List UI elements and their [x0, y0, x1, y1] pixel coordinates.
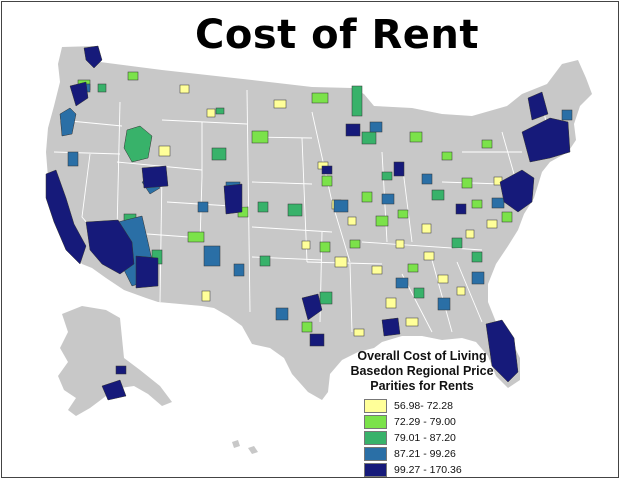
legend-label-class-2: 72.29 - 79.00 [394, 416, 456, 428]
legend-swatch-class-4 [364, 447, 387, 461]
alaska-landmass [58, 306, 172, 416]
legend-title-line-1: Overall Cost of Living [357, 349, 487, 363]
legend-swatch-class-3 [364, 431, 387, 445]
contiguous-us-landmass [46, 46, 592, 400]
legend-item-class-1: 56.98- 72.28 [364, 398, 502, 414]
legend-label-class-3: 79.01 - 87.20 [394, 432, 456, 444]
legend-swatch-class-2 [364, 415, 387, 429]
map-title: Cost of Rent [194, 12, 480, 58]
legend-item-class-4: 87.21 - 99.26 [364, 446, 502, 462]
legend-title-line-3: Parities for Rents [370, 379, 474, 393]
legend: Overall Cost of Living Basedon Regional … [342, 349, 502, 477]
legend-swatch-class-5 [364, 463, 387, 477]
legend-item-class-2: 72.29 - 79.00 [364, 414, 502, 430]
legend-swatch-class-1 [364, 399, 387, 413]
class-5-areas [45, 45, 571, 401]
legend-label-class-1: 56.98- 72.28 [394, 400, 453, 412]
legend-title-line-2: Basedon Regional Price [350, 364, 494, 378]
legend-item-class-3: 79.01 - 87.20 [364, 430, 502, 446]
hawaii-islands [232, 440, 258, 454]
legend-title: Overall Cost of Living Basedon Regional … [342, 349, 502, 394]
legend-item-class-5: 99.27 - 170.36 [364, 462, 502, 477]
legend-label-class-4: 87.21 - 99.26 [394, 448, 456, 460]
legend-items: 56.98- 72.28 72.29 - 79.00 79.01 - 87.20… [364, 398, 502, 477]
legend-label-class-5: 99.27 - 170.36 [394, 464, 462, 476]
